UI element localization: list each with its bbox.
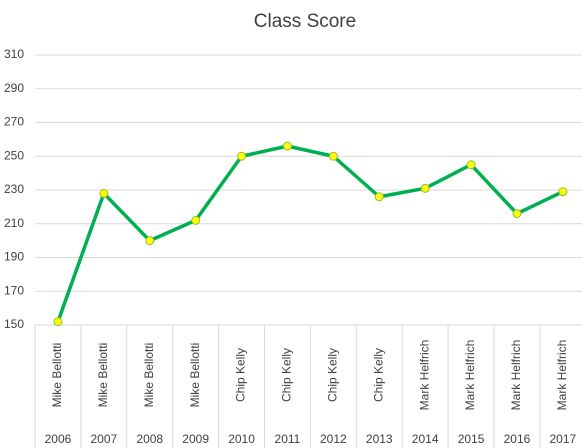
x-group-label: Chip Kelly [326,348,340,402]
marker [558,187,568,197]
chart-title: Class Score [254,11,356,32]
marker [328,151,338,161]
x-tick-label: 2016 [504,432,531,446]
x-tick-label: 2015 [458,432,485,446]
x-group-label: Mike Bellotti [142,343,156,408]
y-tick-label: 190 [4,250,24,264]
line [56,144,564,323]
x-group-label: Chip Kelly [280,348,294,402]
x-group-label: Mark Helfrich [509,340,523,411]
x-tick-label: 2012 [320,432,347,446]
marker [282,141,292,151]
x-group-label: Mike Bellotti [188,343,202,408]
x-group-label: Mike Bellotti [96,343,110,408]
marker [374,192,384,202]
marker [237,151,247,161]
x-group-label: Mike Bellotti [50,343,64,408]
x-group-label: Mark Helfrich [555,340,569,411]
x-group-label: Mark Helfrich [417,340,431,411]
marker [512,209,522,219]
x-group-label: Chip Kelly [234,348,248,402]
marker [191,215,201,225]
y-tick-label: 170 [4,283,24,297]
y-tick-label: 310 [4,47,24,61]
x-tick-label: 2017 [549,432,576,446]
x-tick-label: 2013 [366,432,393,446]
x-tick-label: 2008 [136,432,163,446]
y-tick-label: 210 [4,216,24,230]
x-group-label: Mark Helfrich [463,340,477,411]
y-tick-label: 290 [4,81,24,95]
x-tick-label: 2009 [182,432,209,446]
x-tick-label: 2014 [412,432,439,446]
marker [53,317,63,327]
y-tick-label: 150 [4,317,24,331]
y-tick-label: 270 [4,115,24,129]
marker [420,183,430,193]
x-group-label: Chip Kelly [371,348,385,402]
y-tick-label: 250 [4,148,24,162]
marker [466,160,476,170]
x-tick-label: 2010 [228,432,255,446]
x-tick-label: 2011 [275,432,301,446]
marker [99,188,109,198]
y-tick-label: 230 [4,182,24,196]
marker [145,236,155,246]
x-tick-label: 2007 [90,432,117,446]
x-tick-label: 2006 [45,432,72,446]
